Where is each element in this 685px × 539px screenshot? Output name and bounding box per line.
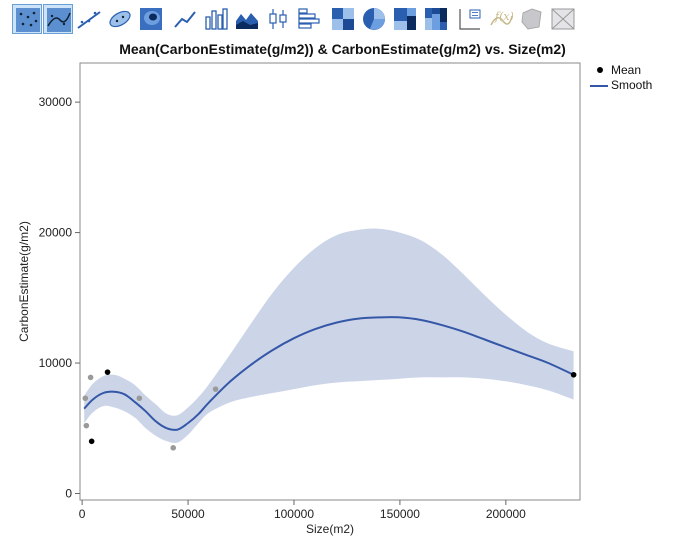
bar-chart-button[interactable] (201, 4, 231, 34)
bar-chart-icon (205, 8, 228, 30)
y-tick-label: 0 (65, 486, 72, 500)
mean-point[interactable] (104, 369, 111, 375)
data-point[interactable] (83, 422, 90, 429)
y-tick-label: 10000 (39, 356, 73, 370)
line-of-fit-button[interactable] (74, 4, 104, 34)
contour-points-button[interactable] (43, 4, 73, 34)
map-shape-button[interactable] (517, 4, 547, 34)
geographic-map-icon (551, 8, 575, 30)
histogram-button[interactable] (294, 4, 324, 34)
ellipse-button[interactable] (105, 4, 135, 34)
y-axis-title: CarbonEstimate(g/m2) (17, 221, 31, 342)
chart-title: Mean(CarbonEstimate(g/m2)) & CarbonEstim… (119, 41, 566, 57)
histogram-icon (298, 8, 320, 29)
legend: Mean Smooth (590, 63, 652, 93)
pie-chart-icon (363, 8, 385, 30)
contour-icon (140, 8, 162, 30)
contour-points-icon (47, 8, 71, 32)
box-plot-button[interactable] (263, 4, 293, 34)
x-tick-label: 50000 (171, 507, 205, 521)
x-tick-label: 0 (79, 507, 86, 521)
box-plot-icon (269, 9, 287, 29)
data-point[interactable] (212, 386, 219, 392)
smooth-line (83, 316, 575, 431)
y-tick-label: 20000 (39, 226, 73, 240)
mosaic-icon (425, 8, 447, 30)
x-axis-title: Size(m2) (306, 522, 354, 536)
treemap-icon (394, 8, 416, 30)
contour-button[interactable] (136, 4, 166, 34)
heatmap-icon (332, 8, 354, 30)
data-point[interactable] (87, 374, 94, 381)
formula-button[interactable]: f(x) (486, 4, 516, 34)
area-chart-button[interactable] (232, 4, 262, 34)
pie-chart-button[interactable] (359, 4, 389, 34)
area-chart-icon (236, 13, 258, 29)
data-point[interactable] (170, 445, 177, 451)
mean-point[interactable] (570, 371, 577, 378)
graph-builder-toolbar: f(x) (0, 0, 685, 36)
plot-frame (79, 62, 581, 501)
mosaic-button[interactable] (421, 4, 451, 34)
caption-box-icon (459, 9, 481, 30)
legend-item-smooth[interactable]: Smooth (590, 78, 652, 93)
legend-label-mean: Mean (611, 63, 642, 77)
map-shape-icon (521, 8, 542, 30)
mean-marker-icon (597, 67, 603, 73)
points-button[interactable] (12, 4, 42, 34)
legend-item-mean[interactable]: Mean (590, 63, 652, 78)
data-point[interactable] (82, 395, 89, 402)
points-icon (16, 8, 40, 32)
caption-box-button[interactable] (455, 4, 485, 34)
legend-label-smooth: Smooth (611, 78, 653, 92)
smooth-line-icon (590, 85, 608, 87)
geographic-map-button[interactable] (548, 4, 578, 34)
x-tick-label: 200000 (486, 507, 526, 521)
x-tick-label: 150000 (380, 507, 420, 521)
treemap-button[interactable] (390, 4, 420, 34)
heatmap-button[interactable] (328, 4, 358, 34)
line-of-fit-icon (77, 11, 101, 29)
svg-text:f(x): f(x) (494, 10, 513, 23)
formula-icon: f(x) (490, 10, 513, 26)
x-tick-label: 100000 (274, 507, 314, 521)
data-point[interactable] (136, 395, 143, 402)
y-tick-label: 30000 (39, 95, 73, 109)
mean-point[interactable] (88, 438, 95, 445)
confidence-band (84, 228, 574, 444)
ellipse-icon (109, 10, 131, 28)
line-chart-button[interactable] (170, 4, 200, 34)
line-chart-icon (174, 11, 196, 28)
